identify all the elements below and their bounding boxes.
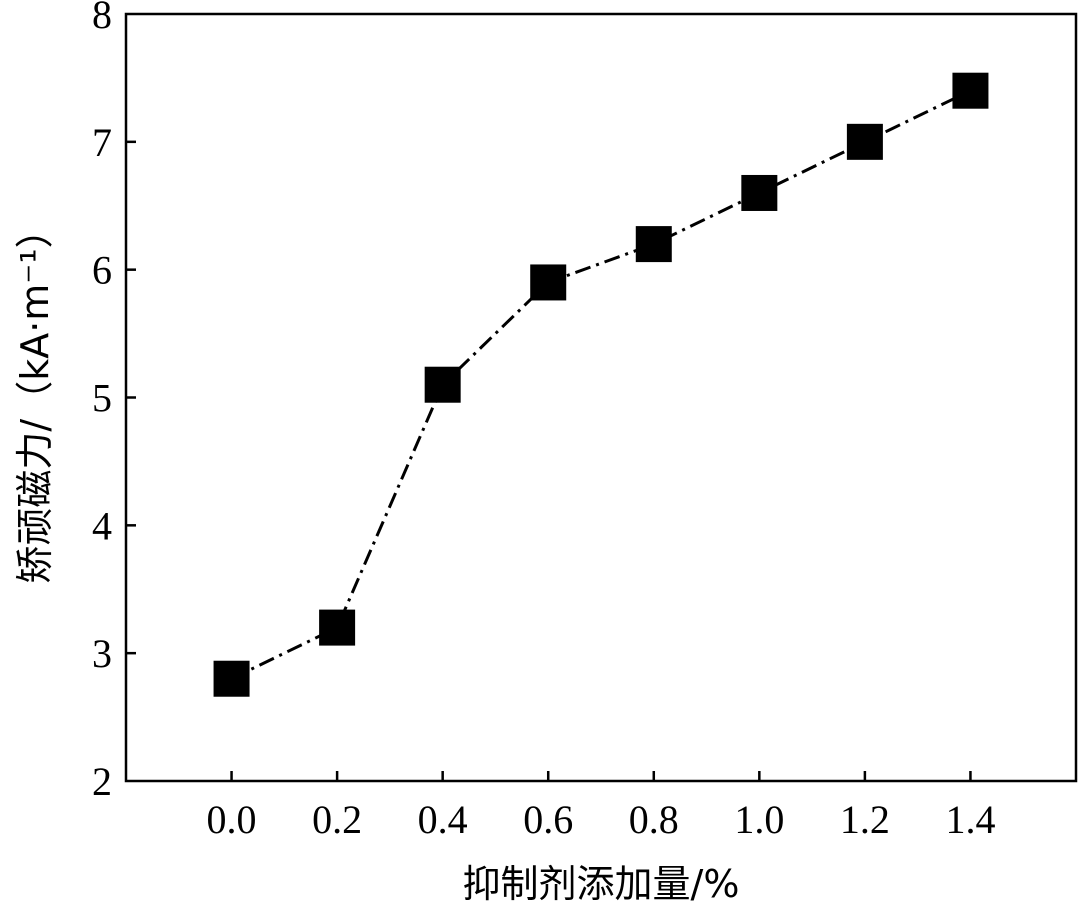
y-tick-label: 8 [92,0,112,37]
data-point [741,174,778,211]
x-axis-ticks: 0.0 0.2 0.4 0.6 0.8 1.0 1.2 1.4 [207,771,995,842]
y-axis-ticks: 2 3 4 5 6 7 8 [92,0,136,804]
data-point [952,72,989,109]
y-tick-label: 4 [92,503,112,548]
series-line [230,89,972,681]
x-tick-label: 1.0 [734,797,784,842]
x-axis-title: 抑制剂添加量/% [463,862,740,906]
data-point [530,264,567,301]
y-tick-label: 3 [92,631,112,676]
data-points [213,72,989,697]
plot-frame [124,12,1078,783]
y-axis-title: 矫顽磁力/（kA·m⁻¹） [13,210,57,583]
y-tick-label: 2 [92,759,112,804]
x-tick-label: 0.8 [629,797,679,842]
x-tick-label: 0.0 [207,797,257,842]
data-point [213,660,250,697]
x-tick-label: 0.2 [312,797,362,842]
y-tick-label: 6 [92,248,112,293]
x-tick-label: 1.2 [840,797,890,842]
x-tick-label: 1.4 [945,797,995,842]
data-point [319,609,356,646]
y-tick-label: 5 [92,376,112,421]
data-point [635,226,672,263]
x-tick-label: 0.6 [523,797,573,842]
data-point [846,123,883,160]
data-point [424,366,461,403]
x-tick-label: 0.4 [418,797,468,842]
y-tick-label: 7 [92,120,112,165]
